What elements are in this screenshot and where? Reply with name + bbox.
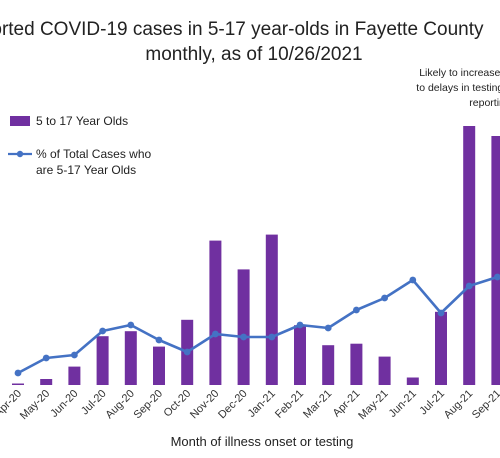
line-point-Jan-21 [268, 333, 276, 341]
line-point-Mar-21 [324, 324, 332, 332]
line-point-Jun-20 [71, 351, 78, 359]
line-point-Aug-20 [127, 321, 135, 329]
chart-title-line-2: monthly, as of 10/26/2021 [145, 44, 362, 65]
line-point-Nov-20 [212, 330, 219, 338]
x-axis-title: Month of illness onset or testing [171, 434, 354, 449]
x-tick-label: Sep-20 [132, 388, 166, 422]
x-tick-label: Jun-20 [48, 388, 80, 420]
legend-bar-swatch [10, 116, 30, 126]
bar-Jan-21 [265, 234, 278, 385]
bar-Sep-20 [153, 346, 165, 385]
x-tick-label: Jun-21 [387, 388, 419, 420]
line-point-May-20 [42, 354, 50, 362]
line-path [17, 275, 500, 375]
legend-line-label-part-2: are 5-17 Year Olds [36, 163, 136, 177]
bar-Mar-21 [322, 345, 335, 385]
annotation-line-1: Likely to increase due [419, 67, 500, 79]
bar-Jul-21 [435, 311, 447, 385]
line-point-Oct-20 [183, 348, 191, 356]
bar-May-20 [40, 379, 53, 385]
line-point-Jul-21 [437, 309, 445, 317]
line-point-May-21 [381, 294, 388, 302]
bar-Aug-20 [124, 331, 137, 385]
line-point-Apr-21 [353, 306, 360, 314]
x-tick-label: May-20 [18, 388, 52, 422]
annotation-line-2: to delays in testing and [416, 82, 500, 94]
bar-series [12, 126, 500, 385]
bar-Aug-21 [463, 126, 476, 385]
line-point-Dec-20 [240, 333, 248, 341]
legend-line-label-part-1: % of Total Cases who [36, 147, 151, 161]
bar-Jul-20 [96, 336, 109, 385]
x-tick-labels: Apr-20May-20Jun-20Jul-20Aug-20Sep-20Oct-… [0, 388, 500, 422]
bar-Jun-20 [68, 366, 81, 385]
x-tick-label: Mar-21 [301, 388, 334, 421]
annotation-line-3: reporting [469, 97, 500, 109]
line-point-Apr-20 [14, 369, 22, 377]
chart-title-line-1: Reported COVID-19 cases in 5-17 year-old… [0, 19, 484, 40]
line-series [14, 273, 500, 377]
legend: 5 to 17 Year Olds % of Total Cases who a… [8, 114, 155, 177]
line-point-Jul-20 [99, 327, 106, 335]
x-tick-label: Aug-20 [103, 388, 137, 422]
bar-Feb-21 [294, 325, 306, 385]
x-tick-label: Aug-21 [442, 388, 476, 422]
x-tick-label: Nov-20 [188, 388, 222, 422]
legend-bar-label: 5 to 17 Year Olds [36, 114, 128, 128]
bar-Apr-20 [12, 383, 24, 385]
bar-Apr-21 [350, 343, 363, 385]
x-tick-label: Dec-20 [216, 388, 250, 422]
x-tick-label: Sep-21 [470, 388, 500, 422]
line-point-Aug-21 [465, 282, 473, 290]
line-point-Sep-20 [155, 336, 163, 344]
bar-Jun-21 [406, 377, 419, 385]
x-tick-label: Feb-21 [273, 388, 306, 421]
line-point-Feb-21 [296, 321, 304, 329]
legend-line-label: % of Total Cases who are 5-17 Year Olds [36, 147, 155, 177]
bar-May-21 [378, 356, 391, 385]
bar-Dec-20 [237, 269, 250, 385]
line-point-Sep-21 [494, 273, 500, 281]
x-tick-label: May-21 [356, 388, 390, 422]
line-point-Jun-21 [409, 276, 417, 284]
bar-Sep-21 [491, 136, 500, 385]
x-tick-label: Jan-21 [246, 388, 278, 420]
legend-line-marker [16, 150, 24, 158]
bar-Nov-20 [209, 240, 222, 385]
